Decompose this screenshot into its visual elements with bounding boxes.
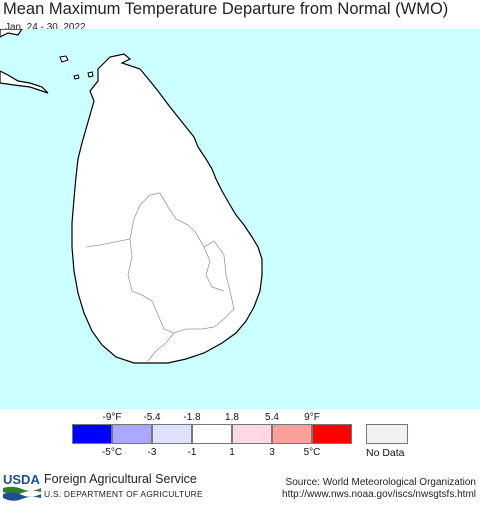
source-url[interactable]: http://www.nws.noaa.gov/iscs/nwsgtsfs.ht… [282,489,476,500]
legend-c-label: 1 [229,447,235,458]
legend-f-label: -9°F [102,412,122,423]
india-coast [0,29,49,94]
legend-swatch [232,424,272,444]
footer: USDA Foreign Agricultural Service U.S. D… [0,468,480,505]
legend-f-label: -5.4 [143,412,161,423]
legend-f-label: 5.4 [265,412,279,423]
island [87,71,94,78]
date-range: Jan. 24 - 30, 2022 [5,22,86,33]
province-boundary [203,246,225,292]
legend-c-label: -1 [187,447,197,458]
no-data-label: No Data [366,447,405,459]
legend-swatch [312,424,352,444]
island [59,55,69,63]
legend-swatch [72,424,112,444]
legend-swatch [192,424,232,444]
legend-c-label: 5°C [303,447,321,458]
sri-lanka-land [71,53,263,364]
legend-swatch [112,424,152,444]
source-text: Source: World Meteorological Organizatio… [285,477,476,488]
no-data-swatch [366,424,408,444]
province-boundary [127,238,175,334]
legend-c-label: -5°C [101,447,123,458]
island [73,74,80,80]
legend-c-label: 3 [269,447,275,458]
legend-swatch [272,424,312,444]
usda-logo-icon: USDA [3,472,41,501]
department-name: U.S. DEPARTMENT OF AGRICULTURE [44,489,203,499]
map-title: Mean Maximum Temperature Departure from … [3,0,449,18]
temperature-map [0,29,480,409]
legend-swatch [152,424,192,444]
legend-f-label: 9°F [304,412,320,423]
legend-f-label: 1.8 [225,412,239,423]
legend: -9°F -5.4 -1.8 1.8 5.4 9°F -5°C -3 -1 1 … [0,409,480,465]
agency-name: Foreign Agricultural Service [44,472,197,486]
usda-logo-text: USDA [3,472,40,487]
legend-c-label: -3 [147,447,157,458]
legend-f-label: -1.8 [183,412,201,423]
